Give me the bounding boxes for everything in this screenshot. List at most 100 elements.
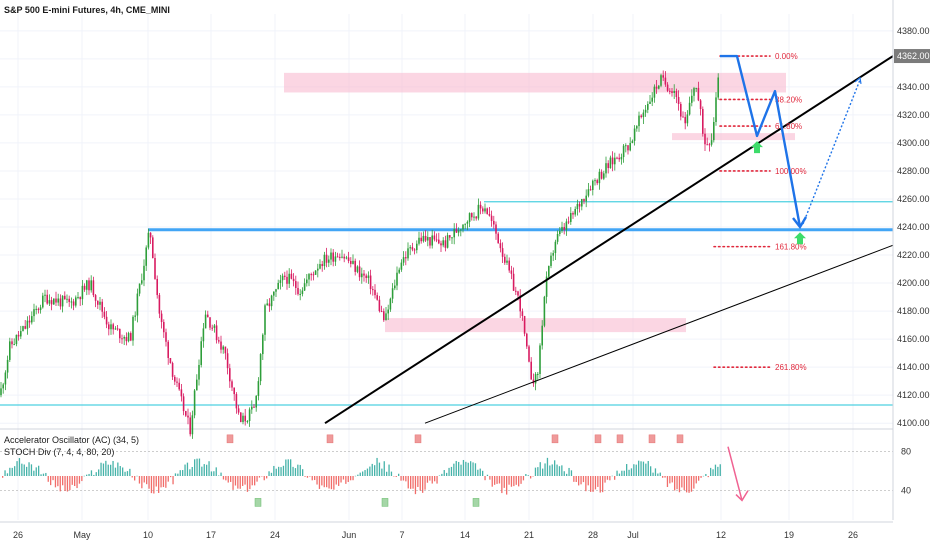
ac-histogram-bar: [393, 476, 395, 477]
ac-histogram-bar: [131, 476, 133, 478]
ac-histogram-bar: [146, 476, 148, 485]
ac-histogram-bar: [590, 476, 592, 492]
ac-histogram-bar: [316, 476, 318, 485]
candle-body: [466, 221, 469, 224]
ac-histogram-bar: [78, 476, 81, 484]
bullish-divergence-marker: [254, 498, 262, 507]
ac-histogram-bar: [347, 476, 349, 482]
candle-body: [383, 311, 385, 321]
ac-histogram-bar: [407, 476, 409, 489]
ac-histogram-bar: [203, 464, 205, 476]
candle-body: [695, 87, 697, 89]
candle-body: [669, 90, 671, 92]
ac-histogram-bar: [297, 464, 299, 476]
ac-histogram-bar: [676, 476, 678, 490]
candle-body: [708, 144, 711, 146]
candle-body: [341, 256, 343, 258]
ac-histogram-bar: [477, 469, 479, 476]
candle-body: [622, 145, 625, 158]
candle-body: [576, 203, 579, 210]
candle-body: [578, 203, 581, 207]
candle-body: [332, 252, 334, 262]
ac-histogram-bar: [606, 476, 609, 480]
ac-histogram-bar: [674, 476, 676, 491]
candle-body: [715, 97, 717, 122]
ac-histogram-bar: [273, 465, 275, 476]
candle-body: [123, 337, 125, 339]
candle-body: [616, 157, 618, 159]
ac-histogram-bar: [474, 463, 477, 476]
candle-body: [539, 345, 541, 375]
price-tick-label: 4340.00: [897, 82, 930, 92]
ac-histogram-bar: [390, 471, 393, 476]
trend-layer: [324, 55, 894, 425]
ac-histogram-bar: [530, 476, 532, 479]
candle-body: [248, 409, 251, 421]
ac-histogram-bar: [702, 475, 705, 477]
ac-histogram-bar: [74, 476, 76, 487]
ac-histogram-bar: [424, 476, 426, 490]
candle-body: [330, 252, 332, 260]
candle-body: [545, 276, 548, 297]
candle-body: [607, 163, 609, 169]
ac-histogram-bar: [302, 469, 304, 476]
ac-histogram-bar: [542, 468, 544, 476]
candle-body: [207, 314, 209, 318]
candle-body: [495, 224, 497, 234]
candle-body: [273, 291, 275, 296]
candle-body: [198, 364, 200, 380]
ac-histogram-bar: [110, 464, 112, 476]
date-tick-label: 28: [588, 530, 598, 540]
candle-body: [561, 227, 563, 231]
ac-histogram-bar: [364, 470, 366, 476]
ac-histogram-bar: [47, 476, 49, 482]
candle-body: [42, 295, 44, 308]
candle-body: [160, 313, 163, 323]
candle-body: [215, 325, 218, 341]
ac-histogram-bar: [534, 467, 537, 476]
candle-body: [702, 109, 704, 134]
ac-histogram-bar: [239, 476, 241, 489]
ac-histogram-bar: [578, 476, 580, 486]
candle-body: [563, 227, 565, 230]
ac-histogram-bar: [299, 464, 301, 476]
ac-histogram-bar: [333, 476, 335, 490]
candle-body: [693, 88, 695, 96]
projection-path: [720, 54, 802, 228]
candle-body: [651, 97, 653, 102]
candle-body: [609, 157, 612, 169]
candle-body: [605, 163, 607, 174]
ac-histogram-bar: [258, 476, 261, 478]
ac-histogram-bar: [686, 476, 688, 493]
price-tick-label: 4160.00: [897, 334, 930, 344]
candle-body: [0, 388, 2, 396]
candle-body: [130, 333, 132, 341]
ac-histogram-bar: [153, 476, 155, 494]
secondary-uptrend: [424, 244, 894, 424]
candle-body: [506, 260, 508, 263]
candle-body: [33, 309, 35, 317]
candle-body: [350, 261, 352, 264]
candle-body: [482, 208, 484, 212]
candle-body: [559, 230, 561, 235]
ac-histogram-bar: [114, 467, 117, 476]
ac-histogram-bar: [345, 476, 347, 484]
ac-histogram-bar: [616, 470, 618, 476]
ac-histogram-bar: [431, 476, 433, 484]
ac-histogram-bar: [328, 476, 330, 489]
ac-histogram-bar: [669, 476, 671, 484]
ac-histogram-bar: [52, 476, 54, 481]
ac-histogram-bar: [30, 464, 33, 476]
ac-histogram-bar: [26, 466, 28, 476]
candle-body: [251, 406, 253, 410]
candle-body: [596, 180, 598, 184]
ac-histogram-bar: [354, 475, 357, 477]
fib-level-label: 261.80%: [775, 363, 807, 372]
candle-body: [427, 237, 429, 241]
ac-histogram-bar: [638, 460, 640, 476]
ac-histogram-bar: [129, 468, 131, 476]
candle-body: [68, 298, 70, 302]
candle-body: [600, 171, 603, 179]
candle-body: [79, 297, 81, 300]
